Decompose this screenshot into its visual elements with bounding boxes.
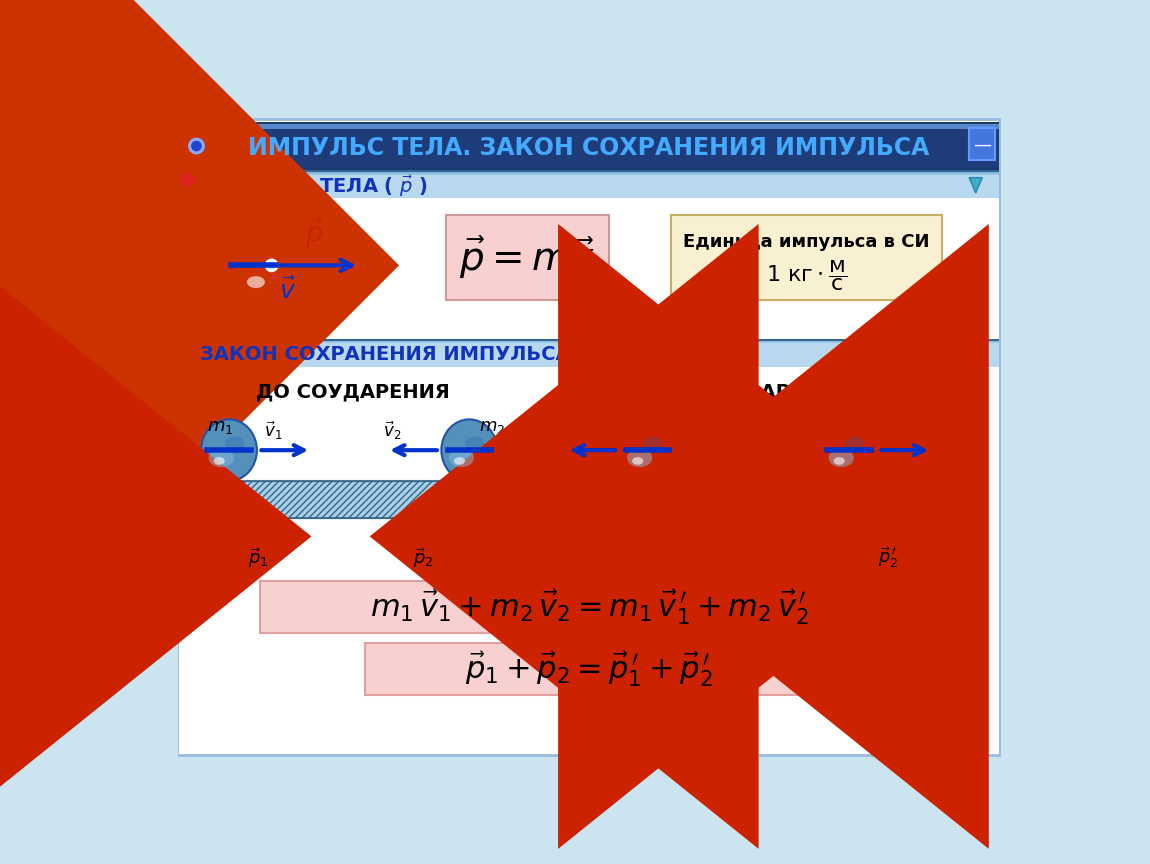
Bar <box>184 129 230 163</box>
Bar <box>179 367 999 753</box>
Text: $1\ \mathrm{кг} \cdot \dfrac{\mathrm{м}}{\mathrm{с}}$: $1\ \mathrm{кг} \cdot \dfrac{\mathrm{м}}… <box>766 258 846 293</box>
Text: $\vec{v}_2$: $\vec{v}_2$ <box>383 420 401 442</box>
Bar <box>179 124 236 168</box>
Circle shape <box>182 174 194 186</box>
Text: ИМПУЛЬС ТЕЛА. ЗАКОН СОХРАНЕНИЯ ИМПУЛЬСА: ИМПУЛЬС ТЕЛА. ЗАКОН СОХРАНЕНИЯ ИМПУЛЬСА <box>248 136 929 160</box>
Ellipse shape <box>247 276 264 288</box>
Ellipse shape <box>224 436 244 452</box>
Bar <box>179 342 999 367</box>
Ellipse shape <box>620 419 675 481</box>
Text: $\vec{v}_1$: $\vec{v}_1$ <box>263 420 282 442</box>
Ellipse shape <box>227 218 316 313</box>
Text: $\vec{p}$: $\vec{p}$ <box>305 215 323 251</box>
Bar <box>179 124 999 168</box>
Ellipse shape <box>632 457 643 465</box>
Bar <box>590 481 953 518</box>
Circle shape <box>192 142 201 150</box>
Bar <box>179 339 999 340</box>
Ellipse shape <box>829 448 853 467</box>
Ellipse shape <box>264 244 297 268</box>
Text: $\vec{v}$: $\vec{v}$ <box>278 277 296 304</box>
Bar <box>365 643 814 695</box>
Polygon shape <box>969 346 982 362</box>
Text: ЗАКОН СОХРАНЕНИЯ ИМПУЛЬСА: ЗАКОН СОХРАНЕНИЯ ИМПУЛЬСА <box>200 346 570 365</box>
Bar <box>260 581 919 633</box>
Text: $\vec{v}_1^{\,\prime}$: $\vec{v}_1^{\,\prime}$ <box>567 419 585 443</box>
Text: $\vec{p}_1^{\,\prime}$: $\vec{p}_1^{\,\prime}$ <box>649 545 669 570</box>
Ellipse shape <box>627 448 652 467</box>
Text: $\vec{p}_2^{\,\prime}$: $\vec{p}_2^{\,\prime}$ <box>877 545 898 570</box>
Text: Единица импульса в СИ: Единица импульса в СИ <box>683 233 929 251</box>
Ellipse shape <box>834 457 845 465</box>
Text: $\vec{p}_1$: $\vec{p}_1$ <box>248 546 269 570</box>
Text: $m_1\,\vec{v}_1 + m_2\,\vec{v}_2 = m_1\,\vec{v}_1^{\,\prime} + m_2\,\vec{v}_2^{\: $m_1\,\vec{v}_1 + m_2\,\vec{v}_2 = m_1\,… <box>370 588 808 627</box>
Ellipse shape <box>201 419 256 481</box>
Ellipse shape <box>643 436 662 452</box>
Bar <box>446 215 608 300</box>
Text: $m_1$: $m_1$ <box>638 418 665 436</box>
Bar <box>179 170 999 172</box>
Bar <box>190 481 554 518</box>
Ellipse shape <box>442 419 497 481</box>
Text: $m_2$: $m_2$ <box>478 418 505 436</box>
Ellipse shape <box>845 436 865 452</box>
Text: $\vec{v}_2^{\,\prime}$: $\vec{v}_2^{\,\prime}$ <box>907 419 926 443</box>
Text: ДО СОУДАРЕНИЯ: ДО СОУДАРЕНИЯ <box>256 383 450 402</box>
Ellipse shape <box>214 457 224 465</box>
Text: $\vec{p}_2$: $\vec{p}_2$ <box>413 546 432 570</box>
Text: ИМПУЛЬС ТЕЛА ( $\vec{p}$ ): ИМПУЛЬС ТЕЛА ( $\vec{p}$ ) <box>200 174 429 199</box>
Bar <box>214 136 224 143</box>
Ellipse shape <box>208 448 233 467</box>
Bar <box>179 122 999 170</box>
Text: $\vec{p} = m\vec{v}$: $\vec{p} = m\vec{v}$ <box>460 234 596 281</box>
Bar <box>214 148 224 154</box>
Bar <box>179 129 999 168</box>
Ellipse shape <box>448 448 474 467</box>
Text: ПОСЛЕ СОУДАРЕНИЯ: ПОСЛЕ СОУДАРЕНИЯ <box>614 383 851 402</box>
Bar <box>179 199 999 339</box>
Circle shape <box>189 138 205 154</box>
Ellipse shape <box>239 263 279 292</box>
Text: $\vec{p}_1 + \vec{p}_2 = \vec{p}_1^{\,\prime} + \vec{p}_2^{\,\prime}$: $\vec{p}_1 + \vec{p}_2 = \vec{p}_1^{\,\p… <box>466 649 713 689</box>
Ellipse shape <box>465 436 484 452</box>
Bar <box>179 174 999 199</box>
Text: —: — <box>973 136 991 154</box>
Circle shape <box>266 259 278 271</box>
Circle shape <box>268 263 275 269</box>
Text: $m_1$: $m_1$ <box>207 418 233 436</box>
Polygon shape <box>969 178 982 193</box>
Bar <box>179 172 999 174</box>
Bar <box>190 481 554 518</box>
Bar <box>179 340 999 342</box>
Bar <box>179 124 999 129</box>
Bar <box>186 133 214 156</box>
Bar <box>590 481 953 518</box>
Ellipse shape <box>454 457 465 465</box>
Bar <box>670 215 942 300</box>
Bar <box>969 128 996 160</box>
Text: $m_2$: $m_2$ <box>834 418 860 436</box>
Ellipse shape <box>821 419 877 481</box>
